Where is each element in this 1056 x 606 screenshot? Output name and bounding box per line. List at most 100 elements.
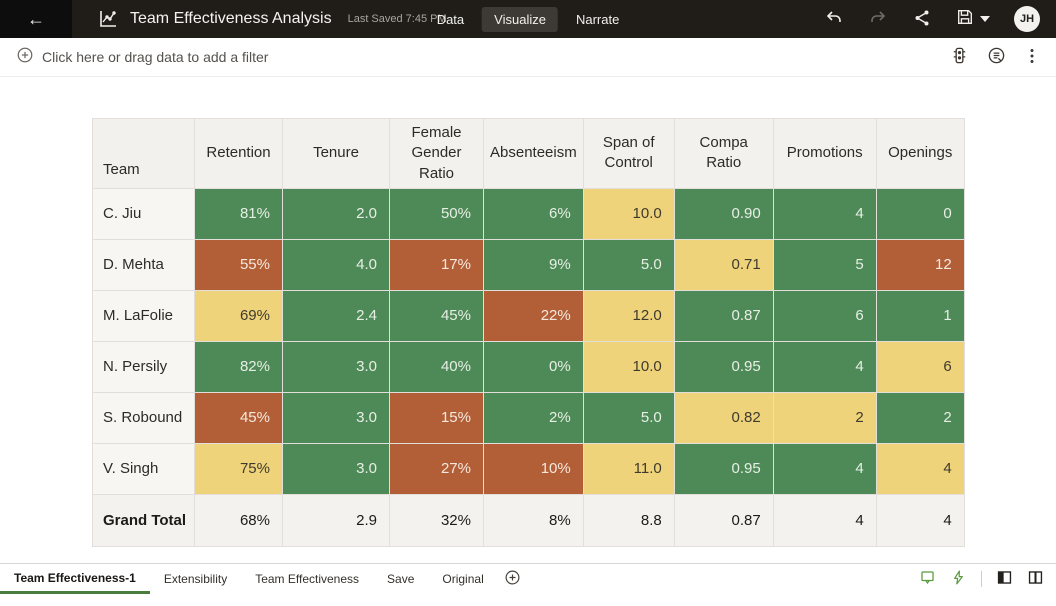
cell[interactable]: 12.0 xyxy=(582,289,675,342)
save-split-button[interactable] xyxy=(956,8,990,31)
column-header-span-of-control[interactable]: Span of Control xyxy=(582,118,675,189)
share-button[interactable] xyxy=(912,8,932,31)
cell[interactable]: 0.95 xyxy=(673,340,774,393)
cell[interactable]: 81% xyxy=(194,187,283,240)
toggle-right-panel-button[interactable] xyxy=(1027,569,1044,589)
avatar[interactable]: JH xyxy=(1014,6,1040,32)
chart-logo-icon xyxy=(98,9,118,29)
column-header-promotions[interactable]: Promotions xyxy=(772,118,877,189)
cell[interactable]: 45% xyxy=(194,391,283,444)
cell[interactable]: 68% xyxy=(194,493,283,547)
column-header-openings[interactable]: Openings xyxy=(875,118,965,189)
cell[interactable]: 2 xyxy=(772,391,877,444)
cell[interactable]: 5.0 xyxy=(582,238,675,291)
redo-button[interactable] xyxy=(868,8,888,31)
tab-narrate[interactable]: Narrate xyxy=(564,7,631,32)
cell[interactable]: 5 xyxy=(772,238,877,291)
cell[interactable]: 75% xyxy=(194,442,283,495)
tab-visualize[interactable]: Visualize xyxy=(482,6,558,32)
cell[interactable]: 0 xyxy=(875,187,965,240)
undo-button[interactable] xyxy=(824,8,844,31)
cell[interactable]: 1 xyxy=(875,289,965,342)
cell[interactable]: 3.0 xyxy=(282,340,390,393)
cell[interactable]: 22% xyxy=(483,289,584,342)
cell[interactable]: 4.0 xyxy=(282,238,390,291)
row-label[interactable]: S. Robound xyxy=(92,391,195,444)
toggle-left-panel-button[interactable] xyxy=(996,569,1013,589)
row-label[interactable]: M. LaFolie xyxy=(92,289,195,342)
column-header-tenure[interactable]: Tenure xyxy=(282,118,390,189)
cell[interactable]: 4 xyxy=(875,442,965,495)
cell[interactable]: 2.9 xyxy=(282,493,390,547)
cell[interactable]: 69% xyxy=(194,289,283,342)
add-page-plus-icon xyxy=(504,569,521,589)
row-label[interactable]: C. Jiu xyxy=(92,187,195,240)
tab-data[interactable]: Data xyxy=(425,7,476,32)
cell[interactable]: 50% xyxy=(389,187,484,240)
column-header-team[interactable]: Team xyxy=(92,118,195,189)
page-tab-extensibility[interactable]: Extensibility xyxy=(150,564,241,594)
cell[interactable]: 2 xyxy=(875,391,965,444)
page-tab-team-effectiveness-1[interactable]: Team Effectiveness-1 xyxy=(0,564,150,594)
more-options-button[interactable] xyxy=(1024,47,1040,68)
cell[interactable]: 10.0 xyxy=(582,340,675,393)
page-tab-original[interactable]: Original xyxy=(428,564,497,594)
cell[interactable]: 0.71 xyxy=(673,238,774,291)
column-header-retention[interactable]: Retention xyxy=(194,118,283,189)
cell[interactable]: 0% xyxy=(483,340,584,393)
cell[interactable]: 11.0 xyxy=(582,442,675,495)
column-header-absenteeism[interactable]: Absenteeism xyxy=(483,118,584,189)
cell[interactable]: 2.4 xyxy=(282,289,390,342)
cell[interactable]: 4 xyxy=(772,493,877,547)
cell[interactable]: 8% xyxy=(483,493,584,547)
cell[interactable]: 40% xyxy=(389,340,484,393)
row-label[interactable]: D. Mehta xyxy=(92,238,195,291)
cell[interactable]: 0.87 xyxy=(673,289,774,342)
cell[interactable]: 12 xyxy=(875,238,965,291)
share-icon xyxy=(912,8,932,31)
add-page-button[interactable] xyxy=(504,564,521,594)
add-filter-button[interactable]: Click here or drag data to add a filter xyxy=(16,46,268,69)
cell[interactable]: 82% xyxy=(194,340,283,393)
cell[interactable]: 17% xyxy=(389,238,484,291)
cell[interactable]: 4 xyxy=(772,442,877,495)
cell[interactable]: 0.90 xyxy=(673,187,774,240)
cell[interactable]: 6 xyxy=(772,289,877,342)
cell[interactable]: 2% xyxy=(483,391,584,444)
cell[interactable]: 0.95 xyxy=(673,442,774,495)
cell[interactable]: 15% xyxy=(389,391,484,444)
cell[interactable]: 0.82 xyxy=(673,391,774,444)
cell[interactable]: 4 xyxy=(772,187,877,240)
cell[interactable]: 6 xyxy=(875,340,965,393)
cell[interactable]: 55% xyxy=(194,238,283,291)
quick-actions-button[interactable] xyxy=(950,569,967,589)
column-header-compa-ratio[interactable]: Compa Ratio xyxy=(673,118,774,189)
cell[interactable]: 10% xyxy=(483,442,584,495)
cell[interactable]: 27% xyxy=(389,442,484,495)
cell[interactable]: 5.0 xyxy=(582,391,675,444)
cell[interactable]: 0.87 xyxy=(673,493,774,547)
page-tab-save[interactable]: Save xyxy=(373,564,428,594)
present-button[interactable] xyxy=(919,569,936,589)
cell[interactable]: 3.0 xyxy=(282,442,390,495)
bottom-bar: Team Effectiveness-1 Extensibility Team … xyxy=(0,563,1056,594)
cell[interactable]: 6% xyxy=(483,187,584,240)
back-button[interactable]: ← xyxy=(0,0,72,38)
cell[interactable]: 8.8 xyxy=(582,493,675,547)
row-label[interactable]: N. Persily xyxy=(92,340,195,393)
cell[interactable]: 2.0 xyxy=(282,187,390,240)
cell[interactable]: 4 xyxy=(772,340,877,393)
conditional-formatting-button[interactable] xyxy=(950,46,969,68)
cell[interactable]: 9% xyxy=(483,238,584,291)
cell[interactable]: 10.0 xyxy=(582,187,675,240)
cell[interactable]: 4 xyxy=(875,493,965,547)
page-tab-team-effectiveness[interactable]: Team Effectiveness xyxy=(241,564,373,594)
cell[interactable]: 45% xyxy=(389,289,484,342)
row-label[interactable]: V. Singh xyxy=(92,442,195,495)
save-dropdown-caret-icon[interactable] xyxy=(980,16,990,22)
comment-button[interactable] xyxy=(987,46,1006,68)
grand-total-label[interactable]: Grand Total xyxy=(92,493,195,547)
cell[interactable]: 32% xyxy=(389,493,484,547)
column-header-female-gender-ratio[interactable]: Female Gender Ratio xyxy=(389,118,484,189)
cell[interactable]: 3.0 xyxy=(282,391,390,444)
